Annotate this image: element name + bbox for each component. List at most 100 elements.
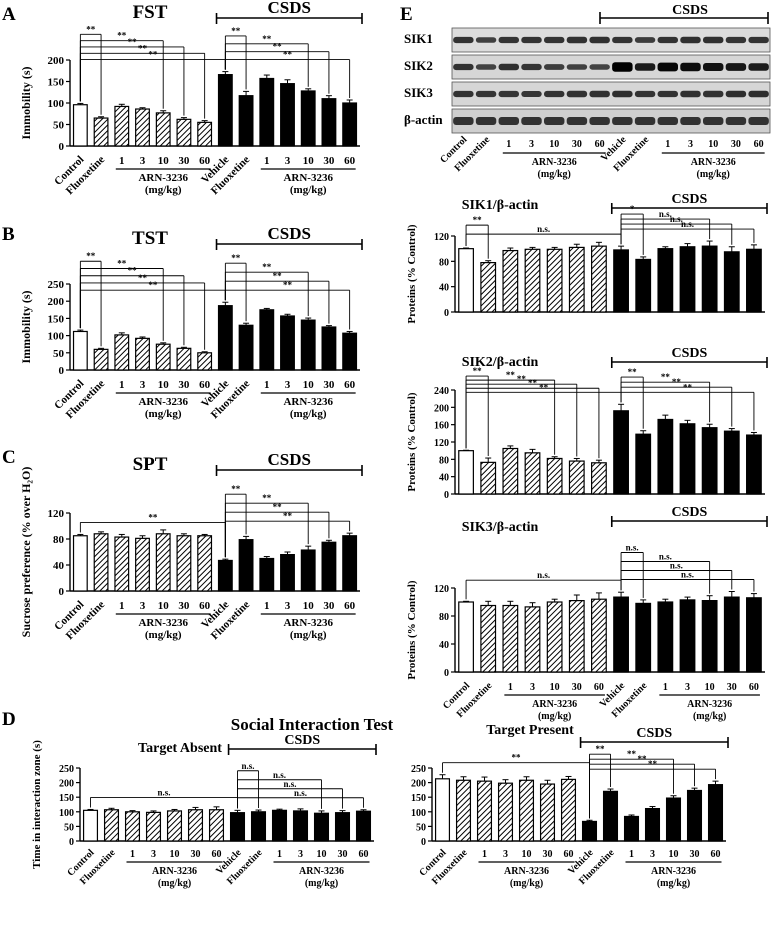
y-tick-label: 100 [48,331,65,343]
x-dose-label: 30 [572,682,582,693]
x-dose-label: 30 [323,379,335,391]
bar-2 [114,334,130,371]
y-tick-label: 0 [59,141,65,153]
bar-1 [480,262,497,313]
blot-band [612,90,633,98]
blot-band [634,37,656,43]
sig-label: ** [283,280,293,290]
y-tick-label: 0 [444,308,449,319]
blot-band [612,62,633,72]
sig-label: ** [86,24,96,34]
bar-6 [560,778,577,842]
csds-label: CSDS [268,0,311,17]
x-dose-label: 60 [199,155,211,167]
sig-label: ** [638,754,648,764]
bar-7 [217,559,233,592]
x-dose-label: 60 [711,849,721,860]
bar-1 [93,117,109,147]
x-dose-label: 10 [303,600,315,612]
blot-dose-label: 60 [754,139,764,150]
bar-1 [455,779,472,842]
blot-band [521,90,542,98]
sig-label: n.s. [283,779,296,789]
blot-band [566,90,588,98]
x-dose-label: 10 [317,849,327,860]
y-tick-label: 0 [444,490,449,501]
bar-3 [524,606,541,673]
y-tick-label: 240 [434,386,449,397]
sig-label: * [630,204,635,214]
chart-title: Target Absent [138,741,222,756]
blot-dose-label: 3 [529,139,534,150]
bar-1 [93,533,109,592]
sig-label: ** [283,511,293,521]
y-tick-label: 50 [53,348,65,360]
y-tick-label: 50 [416,822,426,833]
x-dose-label: 30 [178,155,190,167]
y-axis-label: Time in interaction zone (s) [31,740,43,869]
drug-label: ARN-3236 [651,866,696,877]
bar-10 [679,599,696,673]
csds-label: CSDS [671,346,707,361]
sig-label: ** [273,502,283,512]
unit-label: (mg/kg) [510,878,543,889]
bar-8 [250,811,267,842]
y-tick-label: 40 [439,640,449,651]
panel-letter-a: A [2,4,16,25]
x-dose-label: 60 [344,155,356,167]
blot-dose-label: 1 [665,139,670,150]
drug-label: ARN-3236 [283,172,333,184]
y-tick-label: 50 [64,822,74,833]
sig-label: ** [262,262,272,272]
bar-3 [497,782,514,842]
y-tick-label: 0 [421,837,426,848]
blot-band [612,36,633,44]
y-tick-label: 150 [48,77,65,89]
bar-2 [114,536,130,592]
x-dose-label: 3 [685,682,690,693]
sig-label: ** [683,382,693,392]
y-tick-label: 40 [439,283,449,294]
sig-label: ** [273,42,283,52]
social-interaction-title: Social Interaction Test [231,715,394,734]
bar-9 [259,77,275,147]
bar-5 [176,535,192,592]
x-dose-label: 60 [344,379,356,391]
sig-label: ** [138,273,148,283]
x-dose-label: 1 [264,600,270,612]
drug-label: ARN-3236 [138,617,188,629]
chart-sik2: 0 40 80 120 160 200 240 Proteins (% Control) SIK… [406,346,768,501]
y-tick-label: 120 [434,232,449,243]
bar-2 [502,604,519,673]
bar-6 [197,535,213,592]
bar-4 [166,810,183,842]
bar-3 [135,537,150,592]
blot-band [657,62,679,72]
bar-9 [623,815,640,842]
unit-label: (mg/kg) [145,184,182,196]
y-tick-label: 200 [59,779,74,790]
chart-title: SPT [133,454,168,475]
sig-label: ** [128,266,138,276]
csds-label: CSDS [268,224,311,243]
sig-label: ** [231,253,241,263]
sig-label: ** [86,251,96,261]
y-tick-label: 50 [53,120,65,132]
bar-13 [342,102,358,147]
bar-7 [613,410,629,495]
drug-label: ARN-3236 [138,396,188,408]
bar-9 [657,601,674,673]
blot-band [725,117,747,125]
y-axis-label: Proteins (% Control) [406,224,418,324]
bar-3 [135,337,150,371]
blot-band [589,64,610,70]
bar-11 [300,319,316,371]
bar-8 [238,95,254,147]
bar-10 [280,315,295,371]
sig-label: n.s. [659,552,672,562]
sig-label: ** [273,271,283,281]
x-dose-label: 1 [629,849,634,860]
y-axis-label: Proteins (% Control) [406,392,418,492]
bar-13 [355,810,372,842]
blot-band [498,36,520,44]
